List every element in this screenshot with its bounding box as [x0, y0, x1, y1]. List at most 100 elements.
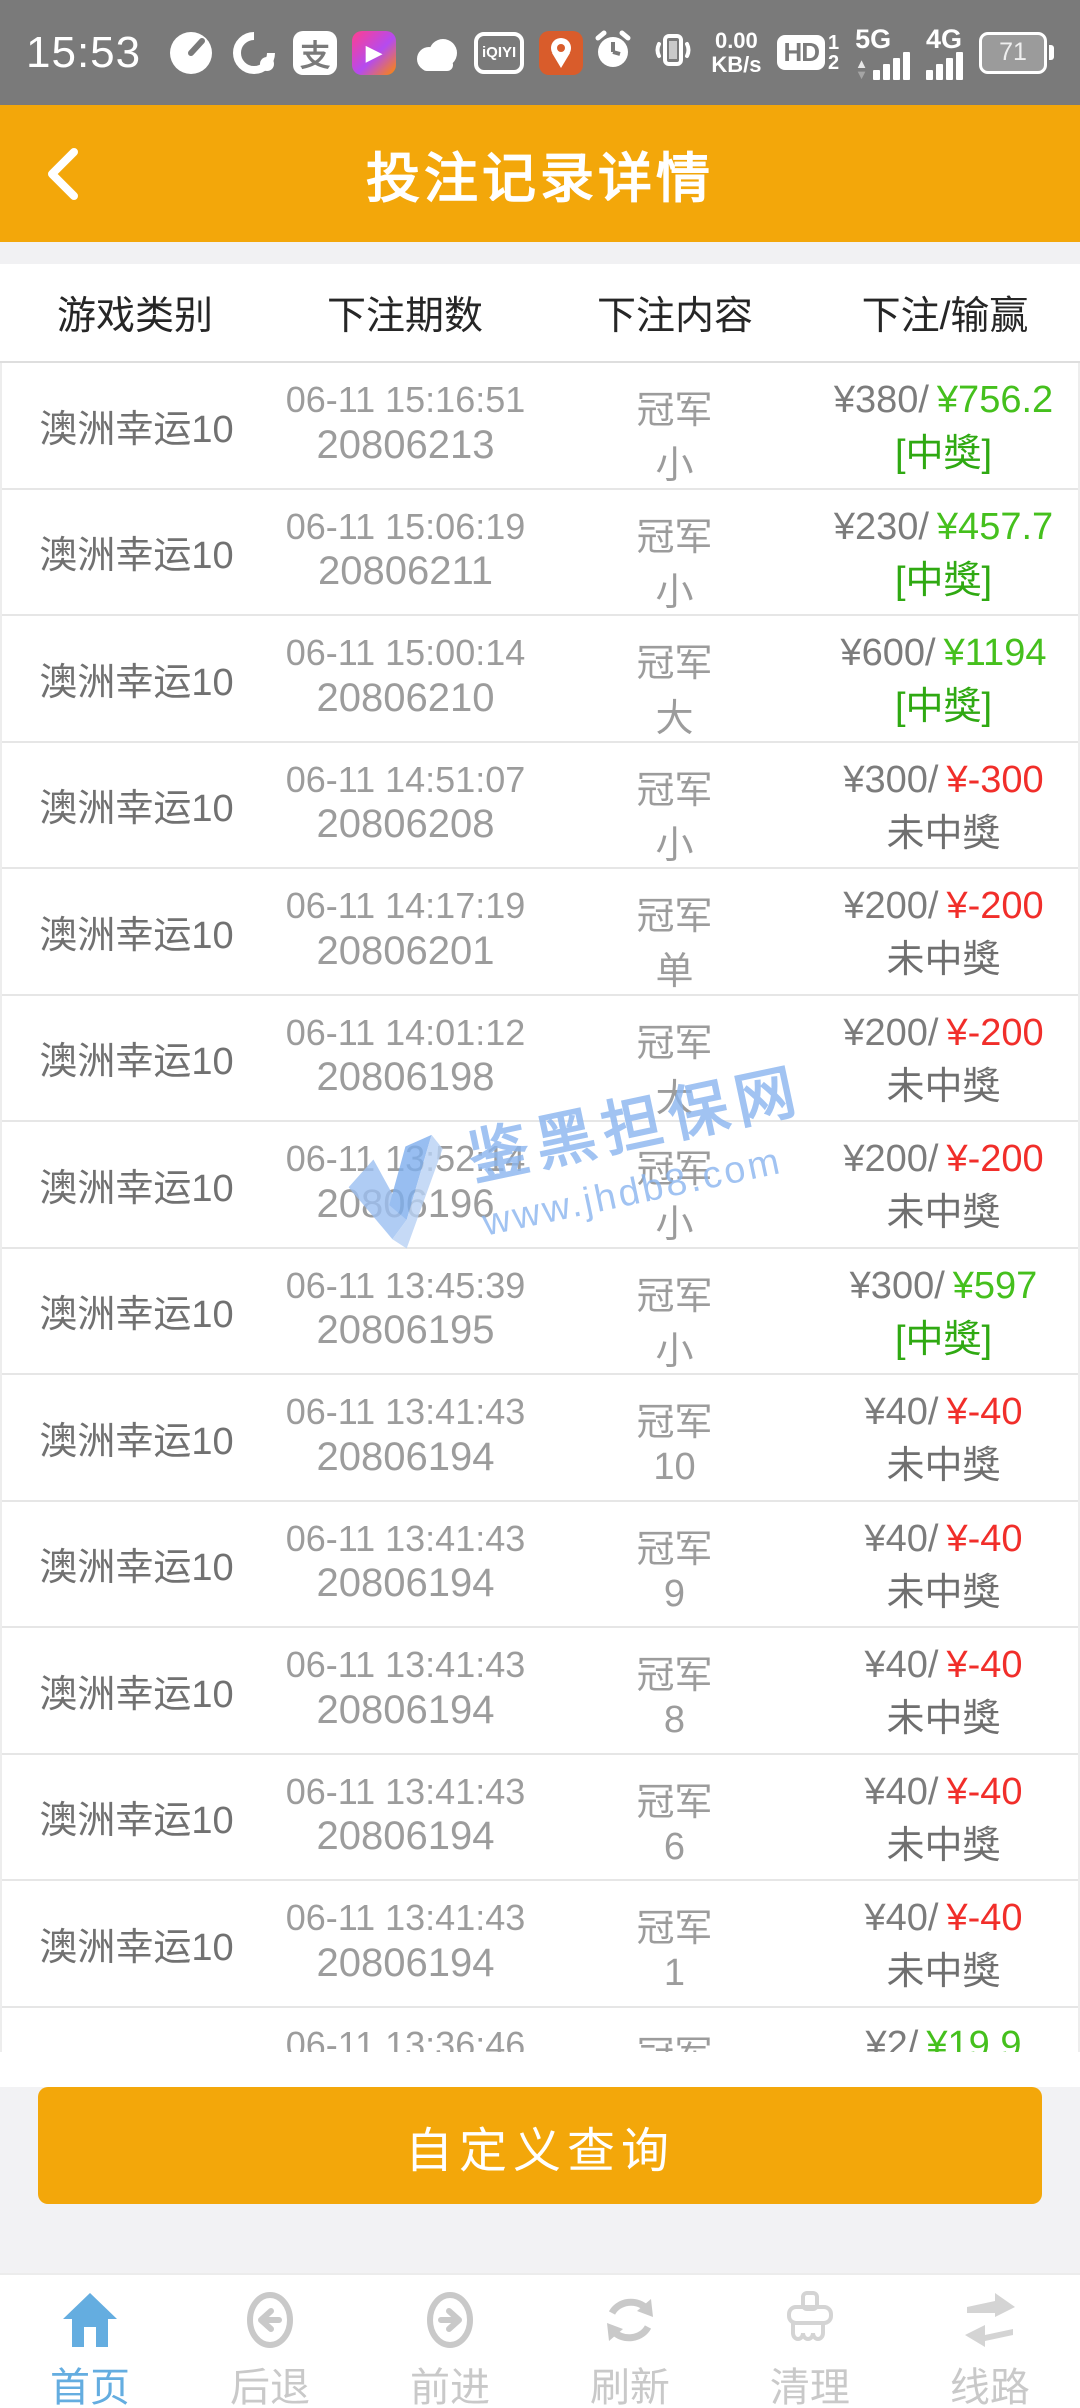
bet-amount: ¥40/ [864, 1391, 939, 1433]
bet-amount: ¥200/ [843, 1011, 939, 1054]
notification-icons: 支 ▶ iQIYI [167, 29, 584, 77]
home-icon [62, 2293, 117, 2347]
bet-type: 冠军 [636, 896, 713, 938]
bet-pick: 小 [655, 445, 694, 487]
game-name: 澳洲幸运10 [39, 1167, 234, 1210]
game-name: 澳洲幸运10 [39, 1547, 234, 1590]
bet-period: 20806196 [316, 1181, 495, 1226]
game-name: 澳洲幸运10 [39, 1673, 234, 1716]
video-app-icon: ▶ [352, 30, 397, 75]
result-amount: ¥597 [952, 1264, 1038, 1307]
bet-amount: ¥230/ [833, 505, 929, 548]
sim1-label: 1 [828, 31, 840, 54]
nav-label: 首页 [49, 2366, 130, 2408]
bet-time: 06-11 13:41:43 [285, 1391, 526, 1432]
battery-icon: 71 [979, 31, 1054, 74]
refresh-icon [606, 2298, 653, 2342]
result-status: 未中獎 [886, 939, 1001, 981]
custom-query-button[interactable]: 自定义查询 [38, 2087, 1042, 2204]
clean-brush-icon [786, 2291, 833, 2341]
nav-label: 前进 [409, 2366, 490, 2408]
game-name: 澳洲幸运10 [39, 1294, 234, 1337]
col-bet-period: 下注期数 [326, 294, 483, 338]
bet-type: 冠军 [636, 1528, 713, 1571]
signal-bars-icon [873, 51, 910, 80]
result-status: [中獎] [894, 433, 993, 475]
bet-pick: 大 [655, 1077, 694, 1120]
game-name: 澳洲幸运10 [39, 2042, 233, 2052]
bet-time: 06-11 13:36:46 [285, 2023, 526, 2053]
bet-pick: 小 [655, 571, 694, 614]
result-status: 未中獎 [886, 1571, 1001, 1614]
result-amount: ¥-200 [946, 1011, 1044, 1054]
bet-pick: 小 [655, 1330, 694, 1373]
result-status: 未中獎 [886, 1824, 1001, 1867]
bet-amount: ¥40/ [864, 1644, 939, 1686]
result-status: 未中獎 [886, 812, 1001, 855]
result-status: 未中獎 [886, 1951, 1001, 1993]
bet-type: 冠军 [636, 1781, 713, 1824]
bet-period: 20806194 [316, 1561, 495, 1605]
bet-amount: ¥2/ [865, 2023, 919, 2053]
nav-item-forward[interactable]: 前进 [360, 2275, 540, 2408]
sim2-label: 2 [828, 51, 840, 74]
bet-period: 20806194 [316, 1814, 495, 1858]
cloud-icon [411, 29, 459, 77]
bet-pick: 1 [663, 1952, 686, 1994]
bet-pick: 小 [655, 824, 694, 867]
result-status: 未中獎 [886, 1445, 1001, 1487]
nav-item-back[interactable]: 后退 [180, 2275, 360, 2408]
4g-label: 4G [926, 23, 963, 54]
table-row: 澳洲幸运10 06-11 13:45:39 20806195 冠军 小 ¥300… [2, 1249, 1078, 1375]
game-name: 澳洲幸运10 [39, 914, 234, 957]
nav-label: 刷新 [589, 2366, 670, 2408]
result-status: [中獎] [894, 686, 993, 728]
bet-pick: 8 [663, 1699, 686, 1741]
page-header: 投注记录详情 [0, 105, 1080, 242]
col-bet-content: 下注内容 [596, 294, 753, 338]
game-name: 澳洲幸运10 [39, 1041, 234, 1084]
bet-time: 06-11 13:41:43 [285, 1517, 526, 1559]
battery-percent: 71 [999, 38, 1027, 66]
table-row: 澳洲幸运10 06-11 13:52:14 20806196 冠军 小 ¥200… [2, 1122, 1078, 1249]
bet-type: 冠军 [636, 769, 713, 812]
speed-value: 0.00 [714, 27, 758, 53]
bet-pick: 大 [655, 698, 694, 740]
status-bar: 15:53 支 ▶ iQIYI [0, 0, 1080, 105]
bet-time: 06-11 13:41:43 [285, 1770, 526, 1812]
bet-amount: ¥300/ [843, 758, 939, 801]
alarm-icon [591, 28, 635, 77]
result-amount: ¥-40 [946, 1770, 1023, 1813]
nav-item-home[interactable]: 首页 [0, 2275, 180, 2408]
bet-time: 06-11 13:52:14 [285, 1138, 526, 1179]
game-name: 澳洲幸运10 [39, 661, 234, 704]
bet-type: 冠军 [636, 1908, 713, 1950]
bottom-nav: 首页 后退 前进 刷新 [0, 2273, 1080, 2408]
back-button[interactable] [40, 105, 86, 242]
bet-pick: 9 [663, 1572, 686, 1615]
nav-item-refresh[interactable]: 刷新 [540, 2275, 720, 2408]
result-amount: ¥457.7 [936, 505, 1054, 548]
result-amount: ¥-40 [946, 1897, 1023, 1939]
table-row: 澳洲幸运10 06-11 14:17:19 20806201 冠军 单 ¥200… [2, 869, 1078, 996]
game-name: 澳洲幸运10 [39, 1800, 234, 1843]
bet-type: 冠军 [636, 1022, 713, 1065]
table-rows: 澳洲幸运10 06-11 15:16:51 20806213 冠军 小 ¥380… [0, 363, 1080, 2052]
nav-label: 后退 [229, 2366, 310, 2408]
bet-period: 20806194 [316, 1434, 495, 1479]
result-amount: ¥1194 [943, 632, 1047, 674]
bet-type: 冠军 [636, 1655, 713, 1697]
bet-amount: ¥300/ [849, 1264, 945, 1307]
bet-type: 冠军 [540, 2024, 809, 2053]
nav-item-route[interactable]: 线路 [900, 2275, 1080, 2408]
result-amount: ¥-200 [946, 885, 1044, 927]
table-row: 澳洲幸运10 06-11 14:01:12 20806198 冠军 大 ¥200… [2, 996, 1078, 1122]
bet-type: 冠军 [636, 390, 713, 432]
bet-time: 06-11 13:41:43 [285, 1897, 526, 1938]
nav-item-clean[interactable]: 清理 [720, 2275, 900, 2408]
network-speed: 0.00 KB/s [711, 27, 761, 77]
hd-icon: HD 1 2 [777, 33, 839, 73]
iqiyi-icon: iQIYI [474, 31, 525, 74]
table-row: 澳洲幸运10 06-11 15:00:14 20806210 冠军 大 ¥600… [2, 616, 1078, 743]
bet-period: 20806195 [316, 1308, 495, 1352]
